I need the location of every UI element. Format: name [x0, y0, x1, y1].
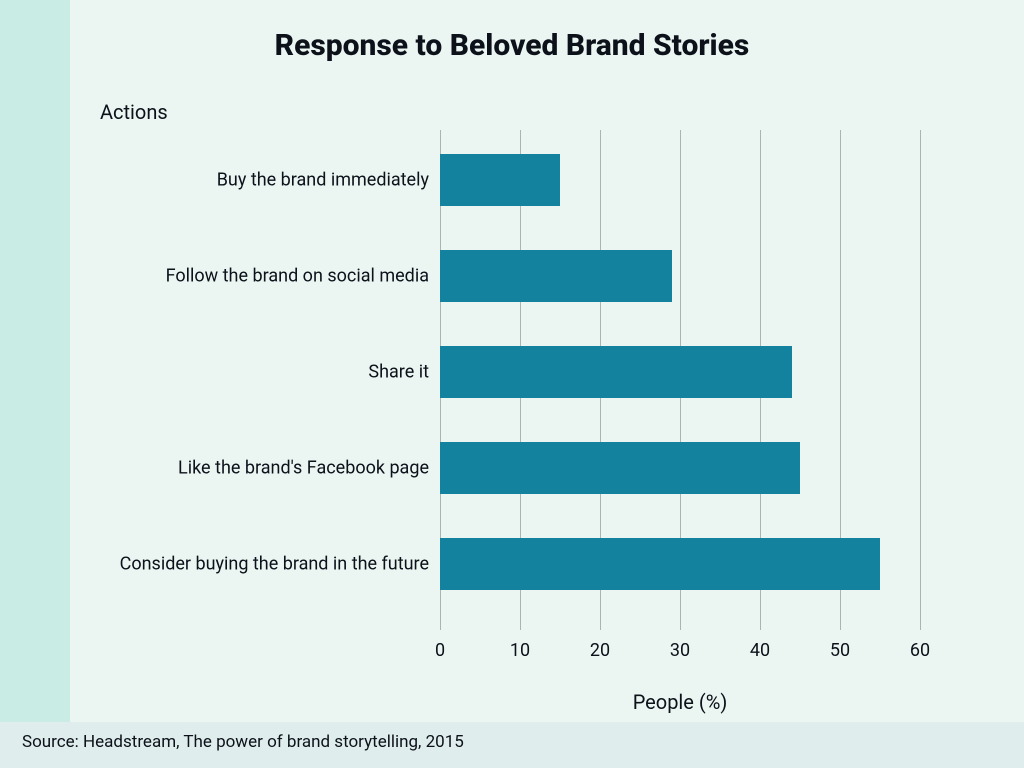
x-tick-label: 0 — [435, 640, 445, 661]
x-tick-label: 10 — [510, 640, 530, 661]
chart-plot-area: 0102030405060 — [440, 130, 920, 630]
x-tick-label: 20 — [590, 640, 610, 661]
source-citation: Source: Headstream, The power of brand s… — [22, 732, 464, 752]
category-label: Like the brand's Facebook page — [178, 458, 429, 479]
category-label: Consider buying the brand in the future — [120, 554, 429, 575]
category-label: Buy the brand immediately — [217, 170, 429, 191]
chart-title: Response to Beloved Brand Stories — [0, 28, 1024, 63]
x-axis-label: People (%) — [440, 690, 920, 714]
x-tick-label: 50 — [830, 640, 850, 661]
x-tick-label: 60 — [910, 640, 930, 661]
bar — [440, 346, 792, 398]
bar — [440, 250, 672, 302]
x-tick-label: 30 — [670, 640, 690, 661]
category-label: Share it — [368, 362, 429, 383]
gridline — [920, 130, 921, 630]
bar — [440, 154, 560, 206]
y-axis-label: Actions — [100, 100, 168, 124]
x-tick-label: 40 — [750, 640, 770, 661]
category-label: Follow the brand on social media — [166, 266, 429, 287]
bar — [440, 538, 880, 590]
bar — [440, 442, 800, 494]
left-accent-strip — [0, 0, 70, 768]
